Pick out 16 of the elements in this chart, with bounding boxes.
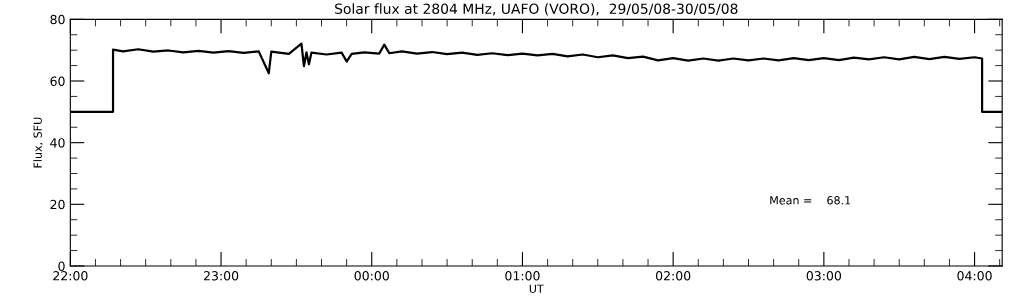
y-tick-label: 80: [50, 14, 65, 25]
x-axis-title: UT: [529, 284, 544, 293]
y-tick-label: 20: [50, 199, 65, 210]
annotation: Mean = 68.1: [770, 196, 851, 205]
y-tick-label: 0: [58, 261, 65, 271]
x-tick-label: 22:00: [53, 271, 88, 281]
y-tick-label: 40: [50, 138, 65, 148]
y-tick-label: 60: [50, 76, 65, 86]
x-tick-label: 01:00: [505, 271, 540, 281]
x-tick-label: 03:00: [806, 271, 842, 281]
chart-title: Solar flux at 2804 MHz, UAFO (VORO), 29/05/08-30/05/08: [335, 3, 738, 16]
x-tick-label: 02:00: [655, 271, 691, 281]
x-tick-label: 00:00: [354, 271, 389, 281]
x-tick-label: 23:00: [203, 271, 239, 281]
x-tick-label: 04:00: [957, 271, 992, 281]
y-axis-title: Flux, SFU: [33, 117, 44, 168]
